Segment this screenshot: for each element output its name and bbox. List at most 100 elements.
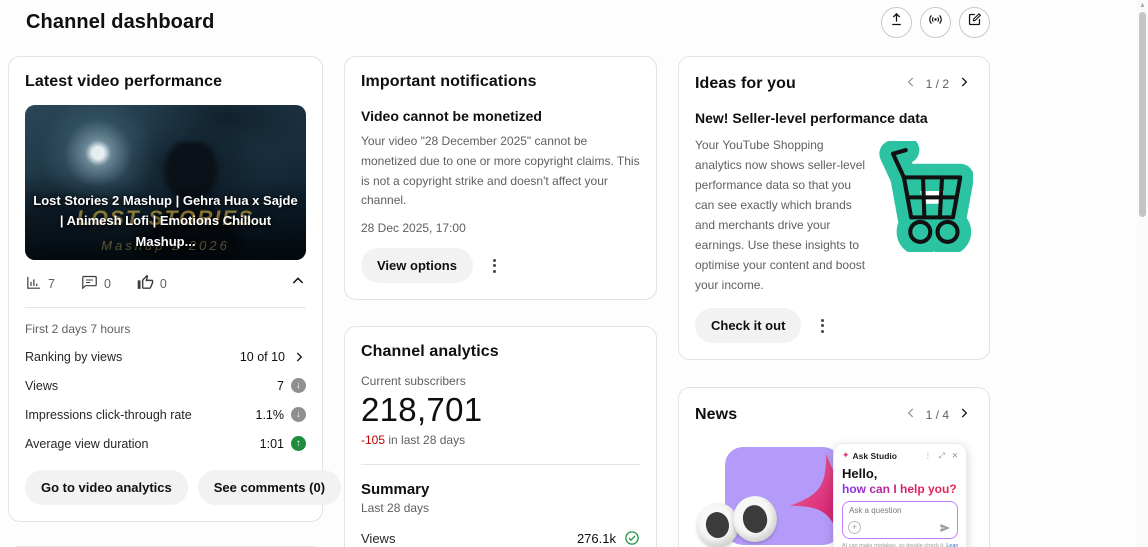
- disclaimer-text: AI can make mistakes, so double-check it…: [842, 543, 945, 547]
- card-title: Important notifications: [361, 73, 537, 90]
- popup-greeting: Hello,: [842, 466, 878, 482]
- topbar-actions: [881, 6, 990, 38]
- metric-views[interactable]: Views 7 ↓: [25, 378, 306, 393]
- metric-ranking-by-views[interactable]: Ranking by views 10 of 10: [25, 350, 306, 364]
- stat-comments[interactable]: 0: [81, 274, 111, 294]
- stat-analytics[interactable]: 7: [25, 274, 55, 294]
- chevron-up-icon: [290, 273, 306, 294]
- chevron-left-icon: [904, 75, 918, 92]
- chevron-left-icon: [904, 406, 918, 423]
- summary-row-views[interactable]: Views 276.1k: [361, 530, 640, 546]
- view-options-button[interactable]: View options: [361, 248, 473, 284]
- stat-likes[interactable]: 0: [137, 274, 167, 294]
- performance-period-label: First 2 days 7 hours: [25, 322, 131, 336]
- subscribers-delta: -105 in last 28 days: [361, 433, 640, 447]
- notification-date: 28 Dec 2025, 17:00: [361, 221, 466, 236]
- trend-down-icon: ↓: [291, 407, 306, 422]
- go-to-video-analytics-button[interactable]: Go to video analytics: [25, 470, 188, 505]
- upload-icon: [888, 11, 905, 33]
- popup-menu-icon: ⋮: [924, 451, 932, 461]
- idea-content: Your YouTube Shopping analytics now show…: [695, 135, 974, 295]
- metric-label: Average view duration: [25, 436, 149, 451]
- pagination-count: 1 / 4: [925, 407, 949, 422]
- divider: [361, 464, 640, 466]
- news-card: News 1 / 4: [678, 387, 990, 547]
- popup-header: ✦ Ask Studio ⋮ ⤢ ✕: [842, 450, 958, 461]
- top-bar: Channel dashboard: [0, 0, 1148, 44]
- popup-expand-icon: ⤢: [938, 450, 945, 460]
- idea-body-text: Your YouTube Shopping analytics now show…: [695, 138, 866, 293]
- popup-greeting-gradient: how can I help you?: [842, 482, 957, 497]
- ask-studio-illustration[interactable]: ✦ Ask Studio ⋮ ⤢ ✕ Hello, how can I help…: [695, 439, 973, 547]
- pagination-next-button[interactable]: [955, 404, 973, 425]
- edit-icon: [966, 11, 983, 33]
- column-notifications-analytics: Important notifications Video cannot be …: [344, 56, 657, 547]
- check-circle-icon: [624, 530, 640, 546]
- ideas-pagination: 1 / 2: [902, 73, 973, 94]
- column-ideas-news: Ideas for you 1 / 2 New! Seller-level pe…: [678, 56, 990, 547]
- bar-chart-icon: [25, 274, 42, 294]
- googly-eye-icon: [697, 503, 739, 547]
- plus-icon: +: [848, 521, 861, 535]
- popup-app-name: Ask Studio: [852, 450, 897, 461]
- idea-item-title: New! Seller-level performance data: [695, 110, 928, 126]
- news-header: News 1 / 4: [695, 404, 973, 425]
- live-icon: [927, 11, 944, 33]
- video-thumbnail[interactable]: LOST STORIES Mashup 2 2026 Lost Stories …: [25, 105, 306, 260]
- divider: [25, 307, 306, 308]
- thumbnail-art-text: LOST STORIES: [76, 207, 255, 231]
- go-live-button[interactable]: [920, 6, 951, 38]
- card-title: Latest video performance: [25, 73, 223, 90]
- metric-value: 1:01: [259, 436, 284, 451]
- learn-more-link: Learn more: [946, 543, 958, 547]
- popup-input-placeholder: Ask a question: [849, 506, 902, 516]
- summary-period: Last 28 days: [361, 501, 430, 516]
- create-post-button[interactable]: [959, 6, 990, 38]
- upload-video-button[interactable]: [881, 6, 912, 38]
- more-options-icon[interactable]: [483, 253, 506, 279]
- current-subscribers-value: 218,701: [361, 391, 483, 429]
- pagination-next-button[interactable]: [955, 73, 973, 94]
- pagination-prev-button[interactable]: [902, 404, 920, 425]
- ideas-header: Ideas for you 1 / 2: [695, 73, 973, 94]
- chevron-right-icon: [957, 75, 971, 92]
- news-pagination: 1 / 4: [902, 404, 973, 425]
- pagination-prev-button[interactable]: [902, 73, 920, 94]
- page-scrollbar[interactable]: ▲: [1137, 0, 1148, 547]
- ideas-for-you-card: Ideas for you 1 / 2 New! Seller-level pe…: [678, 56, 990, 361]
- summary-title: Summary: [361, 481, 430, 499]
- metric-impressions-ctr[interactable]: Impressions click-through rate 1.1% ↓: [25, 407, 306, 422]
- delta-period: in last 28 days: [388, 433, 466, 448]
- stat-analytics-value: 7: [48, 276, 55, 291]
- notification-actions: View options: [361, 248, 640, 284]
- shopping-cart-illustration: [873, 136, 974, 295]
- card-title: Channel analytics: [361, 343, 499, 361]
- channel-analytics-card: Channel analytics Current subscribers 21…: [344, 326, 657, 547]
- popup-disclaimer: AI can make mistakes, so double-check it…: [842, 543, 958, 547]
- scrollbar-thumb[interactable]: [1139, 12, 1146, 217]
- latest-video-actions: Go to video analytics See comments (0): [25, 470, 342, 505]
- idea-actions: Check it out: [695, 308, 973, 344]
- send-icon: [939, 522, 951, 534]
- metric-avg-view-duration[interactable]: Average view duration 1:01 ↑: [25, 436, 306, 451]
- thumbs-up-icon: [137, 274, 154, 294]
- chevron-right-icon: [292, 350, 306, 364]
- metric-value: 7: [277, 378, 284, 393]
- summary-value: 276.1k: [576, 530, 616, 546]
- summary-label: Views: [361, 530, 396, 546]
- metric-value: 10 of 10: [239, 350, 285, 364]
- see-comments-button[interactable]: See comments (0): [197, 470, 342, 505]
- pagination-count: 1 / 2: [925, 76, 949, 91]
- card-title: News: [695, 405, 738, 423]
- check-it-out-button[interactable]: Check it out: [695, 308, 802, 344]
- notification-item-title: Video cannot be monetized: [361, 108, 542, 124]
- collapse-card-button[interactable]: [290, 273, 306, 294]
- scroll-up-arrow[interactable]: ▲: [1139, 2, 1146, 9]
- more-options-icon[interactable]: [811, 313, 834, 339]
- popup-question-input: Ask a question +: [842, 501, 958, 540]
- stat-likes-value: 0: [159, 276, 167, 291]
- thumbnail-art-subtext: Mashup 2 2026: [101, 238, 230, 254]
- video-quick-stats: 7 0 0: [25, 273, 306, 294]
- notification-body: Your video "28 December 2025" cannot be …: [361, 134, 640, 208]
